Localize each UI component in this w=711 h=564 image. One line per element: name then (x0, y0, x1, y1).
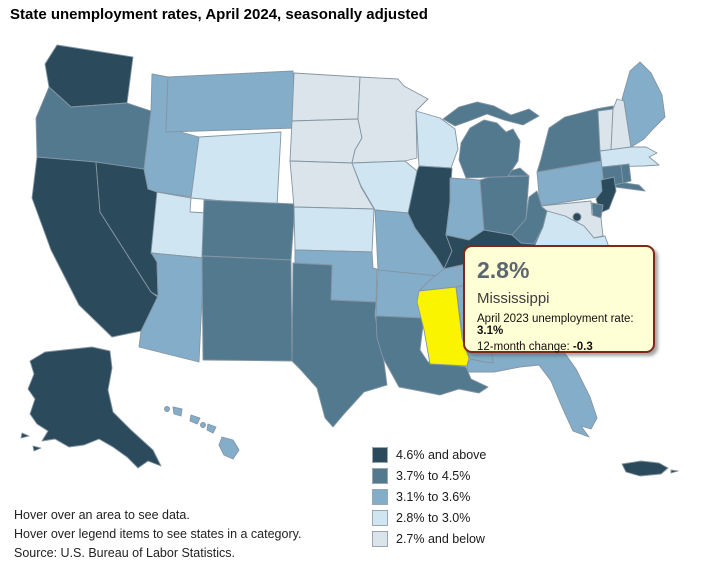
tooltip-change-label: 12-month change: (477, 341, 573, 353)
state-DC-dot[interactable] (572, 212, 582, 222)
tooltip-prev-label: April 2023 unemployment rate: (477, 313, 634, 325)
legend-item-5[interactable]: 2.7% and below (372, 528, 486, 549)
state-HI-oahu[interactable] (189, 414, 201, 425)
state-MN[interactable] (351, 76, 429, 164)
state-HI-maui[interactable] (206, 423, 217, 434)
footer-notes: Hover over an area to see data. Hover ov… (14, 506, 301, 563)
state-WY[interactable] (190, 131, 282, 207)
state-MI-lower[interactable] (458, 119, 530, 179)
state-UT[interactable] (150, 191, 209, 259)
state-VA[interactable] (527, 210, 611, 256)
tooltip-change-line: 12-month change: -0.3 (477, 341, 641, 353)
state-KS[interactable] (293, 206, 375, 253)
tooltip-state-name: Mississippi (477, 290, 550, 307)
map-tooltip: 2.8% Mississippi April 2023 unemployment… (463, 245, 655, 353)
tooltip-prev-rate-line: April 2023 unemployment rate: 3.1% (477, 313, 641, 337)
legend-swatch (372, 488, 388, 505)
state-VT[interactable] (597, 108, 614, 152)
legend-item-4[interactable]: 2.8% to 3.0% (372, 507, 486, 528)
legend-item-1[interactable]: 4.6% and above (372, 444, 486, 465)
legend-label: 3.1% to 3.6% (396, 489, 471, 504)
state-CO[interactable] (201, 199, 296, 261)
state-LA[interactable] (375, 315, 489, 396)
footer-note-hover-area: Hover over an area to see data. (14, 508, 190, 522)
state-ND[interactable] (291, 72, 361, 122)
state-NM[interactable] (201, 255, 293, 362)
footer-source: Source: U.S. Bureau of Labor Statistics. (14, 546, 235, 560)
state-TX[interactable] (291, 262, 388, 428)
legend-label: 3.7% to 4.5% (396, 468, 471, 483)
state-WV[interactable] (511, 190, 548, 245)
legend-label: 2.8% to 3.0% (396, 510, 471, 525)
state-FL[interactable] (466, 342, 598, 438)
state-PR[interactable] (621, 460, 669, 477)
state-SD[interactable] (289, 118, 363, 164)
page-title: State unemployment rates, April 2024, se… (10, 6, 428, 23)
state-HI-molokai[interactable] (200, 422, 206, 428)
state-HI-hawaii[interactable] (218, 436, 240, 460)
state-AK[interactable] (27, 346, 162, 469)
legend-label: 2.7% and below (396, 531, 485, 546)
legend-item-3[interactable]: 3.1% to 3.6% (372, 486, 486, 507)
legend-label: 4.6% and above (396, 447, 487, 462)
state-MI-upper[interactable] (442, 101, 540, 127)
state-MT[interactable] (165, 70, 297, 133)
legend-swatch (372, 509, 388, 526)
state-HI-kauai[interactable] (172, 406, 183, 417)
map-legend: 4.6% and above 3.7% to 4.5% 3.1% to 3.6%… (372, 444, 486, 549)
state-IN[interactable] (445, 177, 485, 241)
legend-item-2[interactable]: 3.7% to 4.5% (372, 465, 486, 486)
legend-swatch (372, 467, 388, 484)
footer-note-hover-legend: Hover over legend items to see states in… (14, 527, 302, 541)
state-MA[interactable] (599, 146, 660, 168)
state-HI-niihau[interactable] (164, 406, 170, 412)
state-RI[interactable] (620, 163, 632, 184)
state-PR-vieques[interactable] (670, 469, 679, 474)
state-AK-aleutian-2[interactable] (32, 445, 42, 452)
state-AK-aleutian-1[interactable] (20, 432, 30, 439)
tooltip-prev-value: 3.1% (477, 325, 504, 337)
tooltip-change-value: -0.3 (572, 341, 593, 353)
state-ME[interactable] (621, 61, 666, 148)
state-NJ[interactable] (595, 176, 617, 214)
legend-swatch (372, 530, 388, 547)
legend-swatch (372, 446, 388, 463)
tooltip-rate: 2.8% (477, 257, 530, 283)
